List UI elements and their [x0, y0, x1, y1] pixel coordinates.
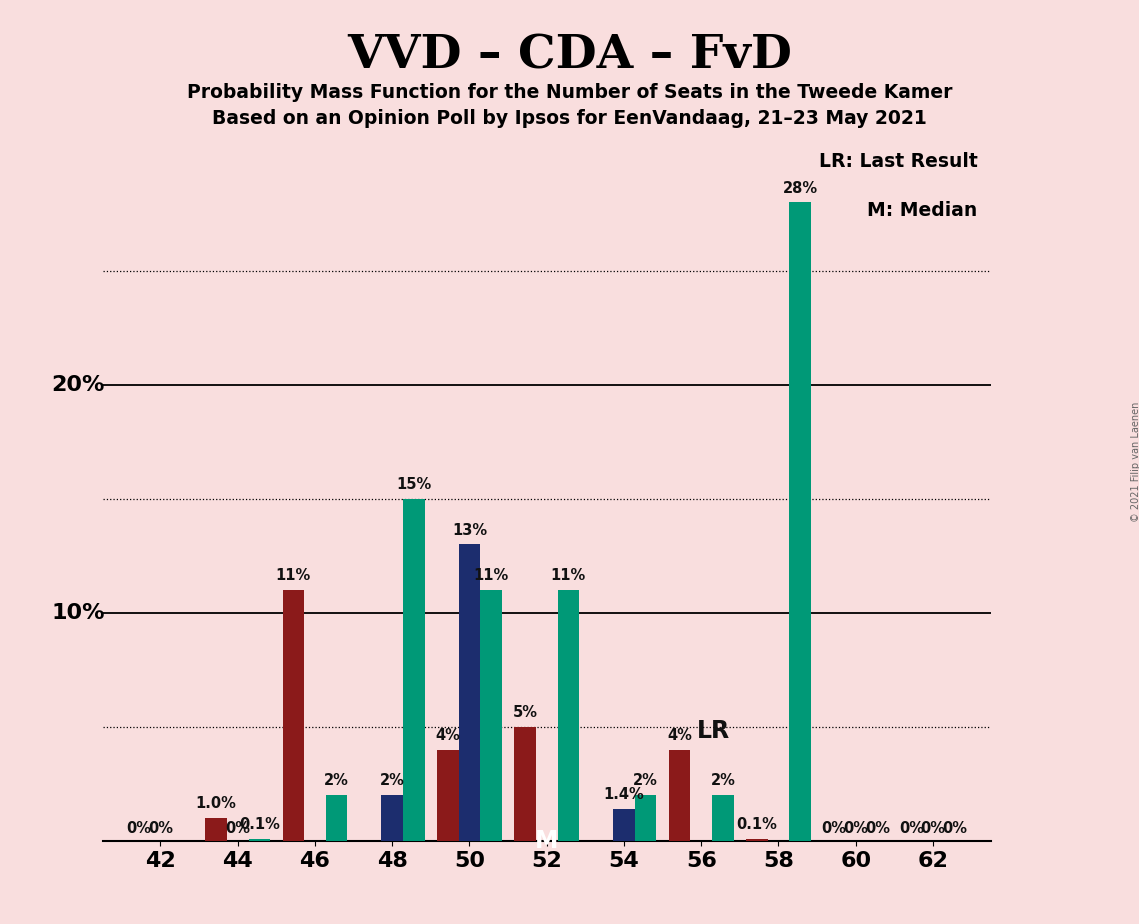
Text: 11%: 11%: [474, 568, 509, 583]
Bar: [481, 590, 502, 841]
Text: 10%: 10%: [51, 602, 105, 623]
Text: Probability Mass Function for the Number of Seats in the Tweede Kamer: Probability Mass Function for the Number…: [187, 83, 952, 103]
Text: 11%: 11%: [276, 568, 311, 583]
Text: 0%: 0%: [899, 821, 924, 836]
Text: M: Median: M: Median: [868, 201, 977, 220]
Bar: [459, 544, 481, 841]
Text: M: M: [535, 829, 558, 853]
Bar: [789, 202, 811, 841]
Bar: [669, 749, 690, 841]
Text: 0%: 0%: [865, 821, 890, 836]
Text: 2%: 2%: [633, 773, 658, 788]
Text: LR: LR: [697, 719, 730, 743]
Bar: [437, 749, 459, 841]
Text: LR: Last Result: LR: Last Result: [819, 152, 977, 171]
Text: 0%: 0%: [226, 821, 251, 836]
Text: 15%: 15%: [396, 477, 432, 492]
Bar: [282, 590, 304, 841]
Bar: [403, 499, 425, 841]
Text: 13%: 13%: [452, 523, 487, 538]
Text: 0%: 0%: [148, 821, 173, 836]
Text: 0%: 0%: [821, 821, 846, 836]
Text: 1.0%: 1.0%: [196, 796, 237, 811]
Text: 0%: 0%: [942, 821, 967, 836]
Bar: [613, 808, 634, 841]
Text: 4%: 4%: [667, 728, 693, 743]
Text: 0%: 0%: [843, 821, 868, 836]
Bar: [515, 727, 536, 841]
Bar: [326, 796, 347, 841]
Text: 4%: 4%: [435, 728, 460, 743]
Text: 0%: 0%: [126, 821, 151, 836]
Text: 5%: 5%: [513, 705, 538, 720]
Text: 2%: 2%: [325, 773, 349, 788]
Text: 1.4%: 1.4%: [604, 787, 645, 802]
Bar: [382, 796, 403, 841]
Text: 2%: 2%: [711, 773, 736, 788]
Bar: [712, 796, 734, 841]
Text: © 2021 Filip van Laenen: © 2021 Filip van Laenen: [1131, 402, 1139, 522]
Text: 2%: 2%: [379, 773, 404, 788]
Text: 28%: 28%: [782, 180, 818, 196]
Text: 11%: 11%: [551, 568, 585, 583]
Text: 20%: 20%: [51, 375, 105, 395]
Text: 0.1%: 0.1%: [239, 817, 280, 832]
Bar: [205, 818, 227, 841]
Bar: [248, 839, 270, 841]
Text: 0.1%: 0.1%: [737, 817, 777, 832]
Text: Based on an Opinion Poll by Ipsos for EenVandaag, 21–23 May 2021: Based on an Opinion Poll by Ipsos for Ee…: [212, 109, 927, 128]
Text: VVD – CDA – FvD: VVD – CDA – FvD: [347, 32, 792, 79]
Bar: [634, 796, 656, 841]
Bar: [746, 839, 768, 841]
Text: 0%: 0%: [920, 821, 945, 836]
Bar: [557, 590, 579, 841]
